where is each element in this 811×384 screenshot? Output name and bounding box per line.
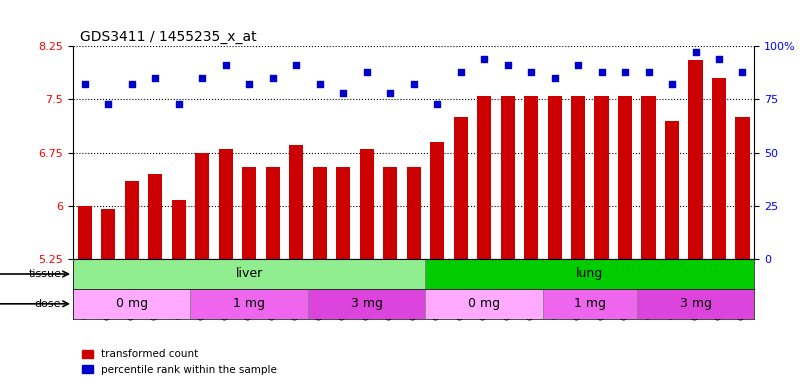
Bar [524,96,539,259]
Point [619,69,632,75]
Text: 3 mg: 3 mg [680,297,711,310]
Bar [101,209,115,259]
Bar [425,259,754,289]
Point [595,69,608,75]
Point [642,69,655,75]
Point [454,69,467,75]
Bar [172,200,186,259]
Bar [219,149,233,259]
Point [666,81,679,88]
Text: lung: lung [576,268,603,280]
Bar [336,167,350,259]
Point [313,81,326,88]
Bar [359,149,374,259]
Bar [477,96,491,259]
Bar [637,289,754,319]
Point [548,75,561,81]
Bar [195,152,209,259]
Point [407,81,420,88]
Bar [689,60,702,259]
Text: liver: liver [235,268,263,280]
Text: tissue: tissue [28,269,62,279]
Text: GDS3411 / 1455235_x_at: GDS3411 / 1455235_x_at [79,30,256,44]
Bar [712,78,726,259]
Text: 0 mg: 0 mg [116,297,148,310]
Text: 0 mg: 0 mg [468,297,500,310]
Point [337,90,350,96]
Bar [312,167,327,259]
Bar [736,117,749,259]
Bar [500,96,515,259]
Point [384,90,397,96]
Bar [547,96,561,259]
Bar [191,289,308,319]
Point [360,69,373,75]
Point [172,101,185,107]
Bar [406,167,421,259]
Text: 1 mg: 1 mg [574,297,606,310]
Text: 1 mg: 1 mg [234,297,265,310]
Bar [642,96,655,259]
Point [219,62,232,68]
Bar [425,289,543,319]
Point [689,50,702,56]
Point [736,69,749,75]
Point [572,62,585,68]
Bar [242,167,256,259]
Bar [125,181,139,259]
Point [242,81,255,88]
Bar [543,289,637,319]
Bar [148,174,162,259]
Point [125,81,138,88]
Bar [453,117,468,259]
Bar [383,167,397,259]
Bar [73,259,425,289]
Point [101,101,114,107]
Point [266,75,279,81]
Point [713,56,726,62]
Bar [266,167,280,259]
Bar [571,96,585,259]
Legend: transformed count, percentile rank within the sample: transformed count, percentile rank withi… [78,345,281,379]
Point [195,75,208,81]
Point [290,62,303,68]
Point [478,56,491,62]
Text: 3 mg: 3 mg [350,297,383,310]
Point [501,62,514,68]
Bar [618,96,632,259]
Point [431,101,444,107]
Bar [289,146,303,259]
Point [525,69,538,75]
Bar [430,142,444,259]
Bar [665,121,679,259]
Bar [308,289,425,319]
Bar [78,206,92,259]
Bar [73,289,191,319]
Point [78,81,91,88]
Point [148,75,161,81]
Bar [594,96,608,259]
Text: dose: dose [35,299,62,309]
